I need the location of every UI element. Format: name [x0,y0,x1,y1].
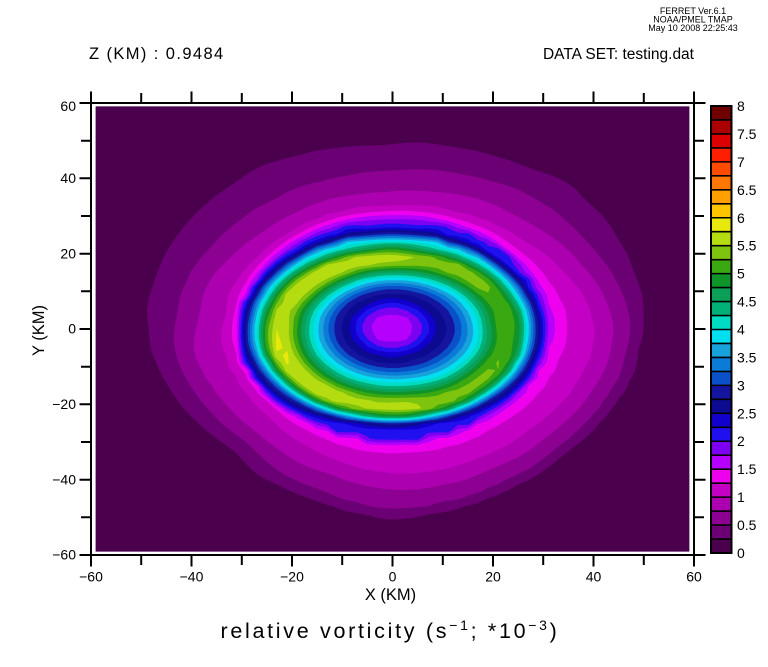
svg-text:3: 3 [737,377,745,393]
svg-text:0: 0 [737,545,745,561]
svg-text:6.5: 6.5 [737,182,757,198]
svg-text:May 10 2008 22:25:43: May 10 2008 22:25:43 [648,23,738,33]
svg-text:DATA SET: testing.dat: DATA SET: testing.dat [543,46,695,63]
svg-text:1.5: 1.5 [737,461,757,477]
svg-text:60: 60 [60,98,76,114]
svg-text:60: 60 [686,569,702,585]
svg-text:Y (KM): Y (KM) [30,305,48,356]
svg-text:−40: −40 [52,471,76,487]
svg-text:40: 40 [586,569,602,585]
svg-text:−20: −20 [280,569,304,585]
svg-text:relative vorticity (s−1; *10: relative vorticity (s−1; *10−3) [220,617,559,643]
svg-text:−60: −60 [79,569,103,585]
svg-text:−40: −40 [180,569,204,585]
svg-text:FERRET Ver.6.1: FERRET Ver.6.1 [660,6,726,16]
svg-text:40: 40 [60,170,76,186]
svg-text:5.5: 5.5 [737,238,757,254]
svg-text:7.5: 7.5 [737,126,757,142]
svg-text:0: 0 [68,321,76,337]
svg-text:7: 7 [737,154,745,170]
svg-text:Z (KM) : 0.9484: Z (KM) : 0.9484 [89,45,225,63]
svg-text:8: 8 [737,98,745,114]
svg-text:6: 6 [737,210,745,226]
svg-text:−20: −20 [52,396,76,412]
svg-text:4.5: 4.5 [737,294,757,310]
svg-text:NOAA/PMEL TMAP: NOAA/PMEL TMAP [653,15,733,25]
svg-text:4: 4 [737,322,745,338]
svg-text:20: 20 [485,569,501,585]
svg-text:−60: −60 [52,547,76,563]
svg-text:5: 5 [737,266,745,282]
svg-text:0: 0 [389,569,397,585]
svg-text:3.5: 3.5 [737,349,757,365]
svg-text:2: 2 [737,433,745,449]
svg-text:2.5: 2.5 [737,405,757,421]
svg-text:X (KM): X (KM) [365,586,416,604]
svg-text:1: 1 [737,489,745,505]
svg-text:0.5: 0.5 [737,517,757,533]
svg-text:20: 20 [60,245,76,261]
